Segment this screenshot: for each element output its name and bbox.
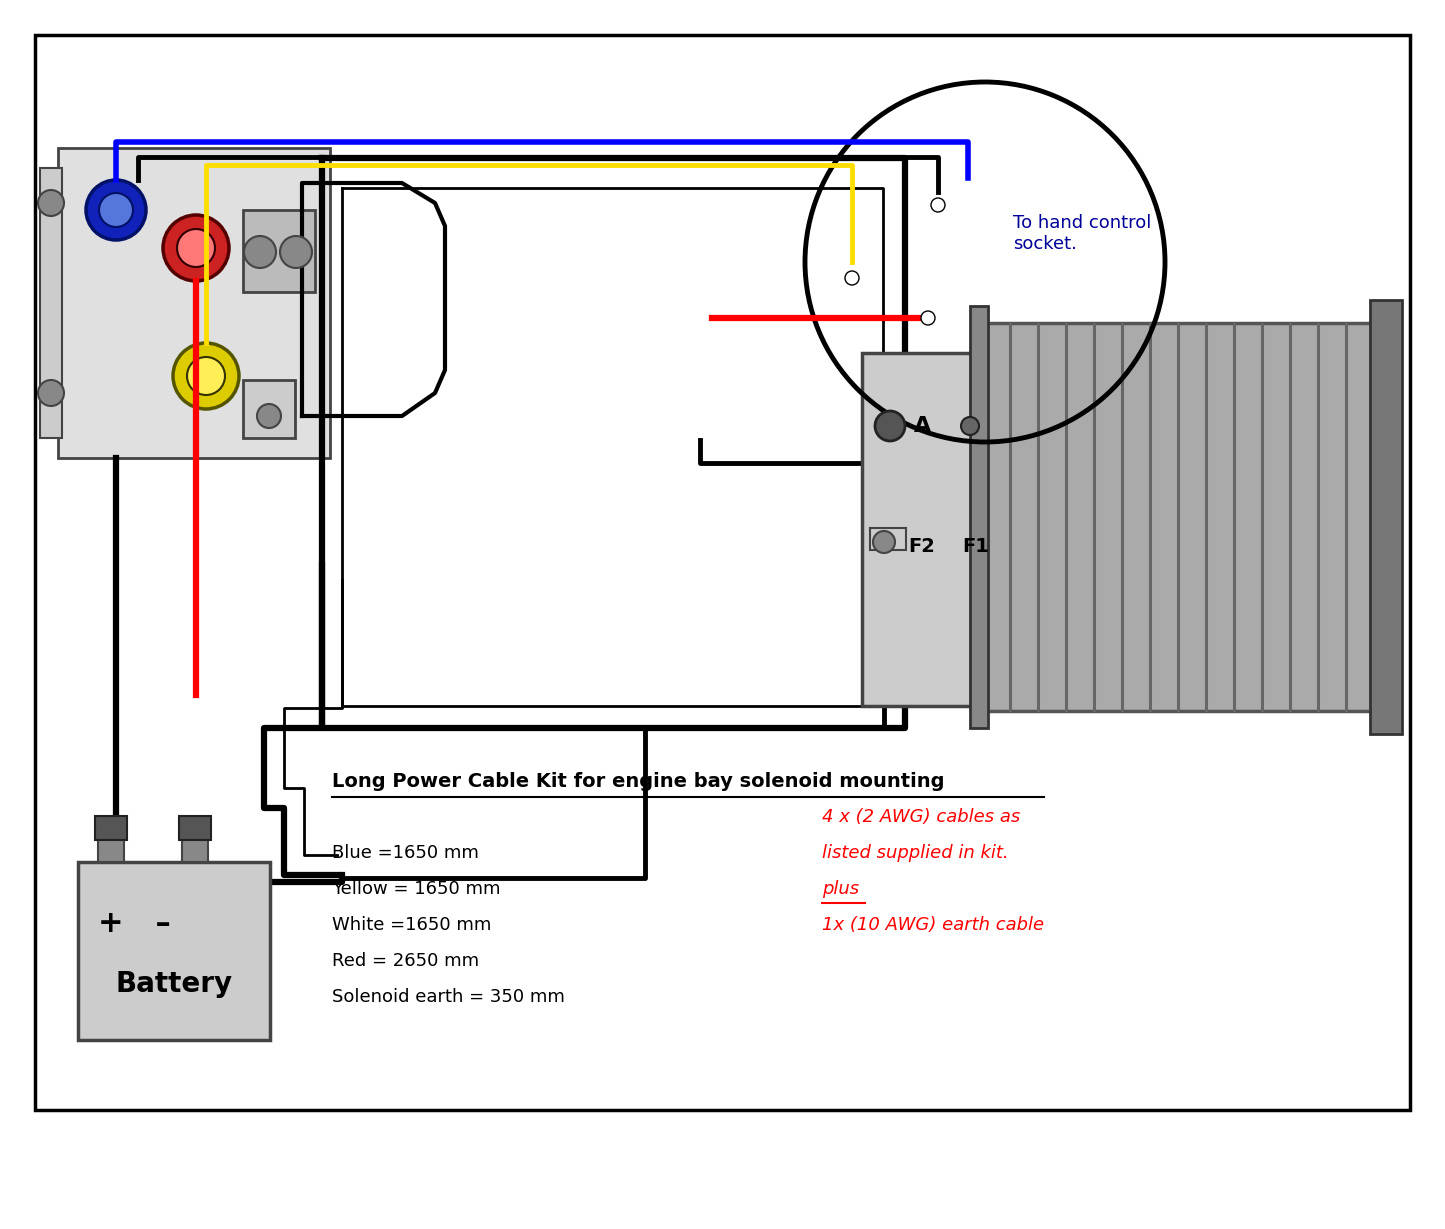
Bar (78, 862, 270, 1040)
Circle shape (280, 236, 312, 268)
Bar (870, 528, 906, 551)
Text: 1x (10 AWG) earth cable: 1x (10 AWG) earth cable (822, 916, 1045, 934)
Text: Yellow = 1650 mm: Yellow = 1650 mm (332, 880, 500, 898)
Circle shape (931, 198, 945, 211)
Circle shape (87, 179, 146, 240)
Bar (977, 323, 1371, 712)
Bar (182, 834, 208, 862)
Circle shape (961, 417, 980, 435)
Circle shape (876, 410, 905, 441)
Text: A: A (915, 415, 931, 436)
Circle shape (257, 404, 280, 428)
Circle shape (176, 229, 215, 267)
Bar (179, 816, 211, 839)
Text: F2: F2 (907, 537, 935, 556)
Text: Blue =1650 mm: Blue =1650 mm (332, 844, 478, 862)
Bar (95, 816, 127, 839)
Text: White =1650 mm: White =1650 mm (332, 916, 491, 934)
Circle shape (244, 236, 276, 268)
Bar (1370, 300, 1402, 734)
Text: listed supplied in kit.: listed supplied in kit. (822, 844, 1009, 862)
Circle shape (845, 272, 858, 285)
Bar (970, 306, 988, 728)
Text: Red = 2650 mm: Red = 2650 mm (332, 952, 480, 970)
Bar (35, 34, 1410, 1110)
Text: To hand control
socket.: To hand control socket. (1013, 214, 1152, 253)
Bar (243, 380, 295, 438)
Text: Solenoid earth = 350 mm: Solenoid earth = 350 mm (332, 988, 565, 1007)
Text: Battery: Battery (116, 970, 233, 998)
Bar (98, 834, 124, 862)
Circle shape (38, 190, 64, 216)
Circle shape (873, 531, 894, 553)
Circle shape (100, 193, 133, 227)
Bar (863, 353, 987, 705)
Text: Long Power Cable Kit for engine bay solenoid mounting: Long Power Cable Kit for engine bay sole… (332, 772, 945, 791)
Text: F1: F1 (962, 537, 988, 556)
Circle shape (163, 215, 228, 281)
Circle shape (38, 380, 64, 406)
Bar (58, 147, 329, 458)
Circle shape (173, 343, 238, 409)
Circle shape (186, 356, 225, 395)
Text: 4 x (2 AWG) cables as: 4 x (2 AWG) cables as (822, 807, 1020, 826)
Text: plus: plus (822, 880, 860, 898)
Bar (40, 168, 62, 438)
Bar (243, 210, 315, 293)
Text: +   –: + – (98, 909, 171, 939)
Circle shape (920, 311, 935, 324)
